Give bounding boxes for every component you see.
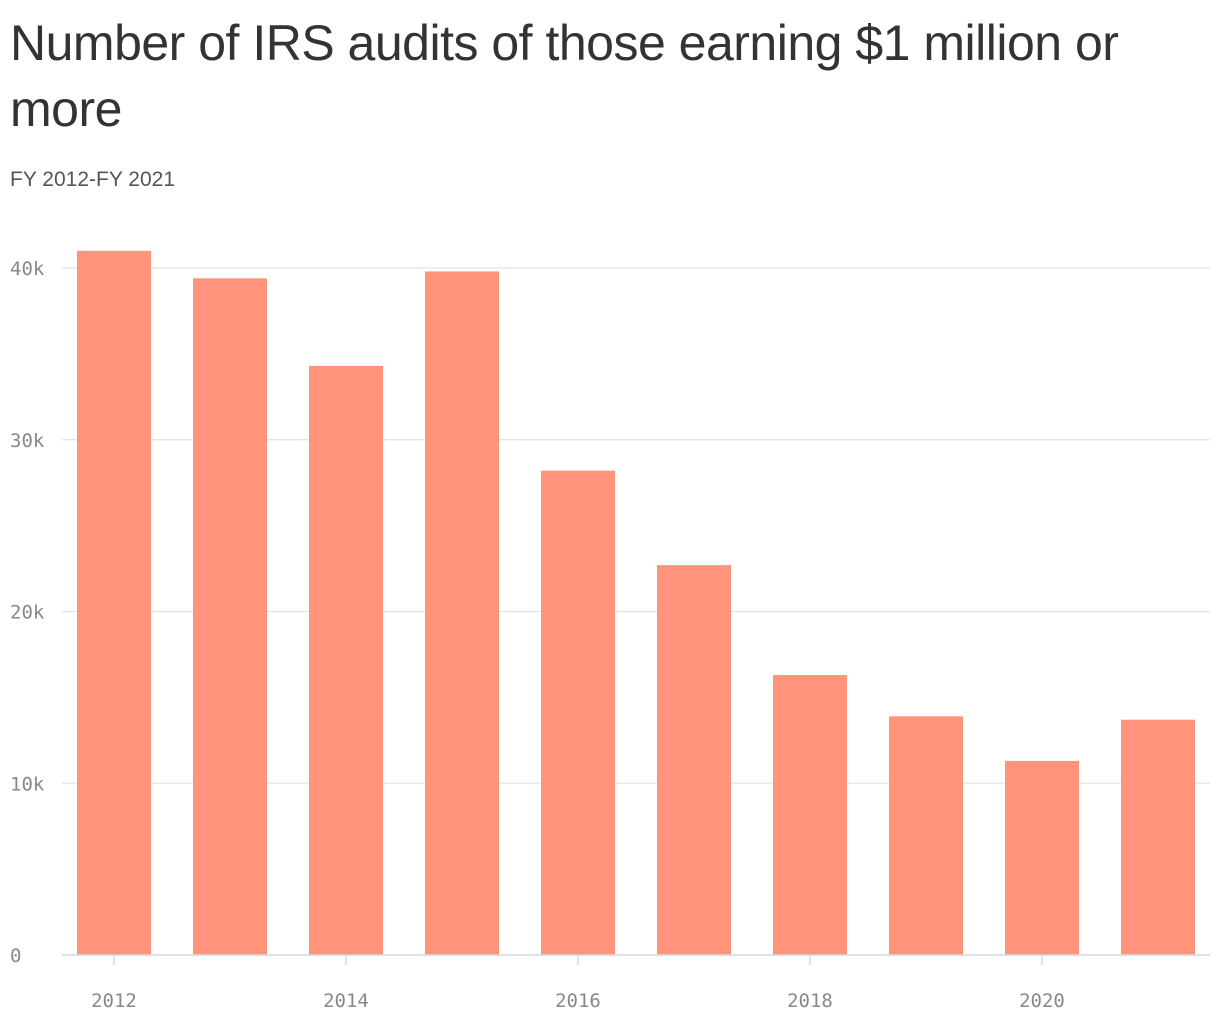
bar-2015 [425,271,499,955]
bar-2019 [889,716,963,955]
bar-2014 [309,365,383,956]
x-tick-label: 2020 [1019,990,1065,1012]
chart-title: Number of IRS audits of those earning $1… [10,15,1119,137]
x-tick-label: 2016 [555,990,601,1012]
x-tick-label: 2012 [91,990,137,1012]
x-tick-label: 2018 [787,990,833,1012]
chart-subtitle: FY 2012-FY 2021 [10,168,176,191]
y-tick-label: 20k [10,602,45,624]
bar-2018 [773,675,847,955]
bar-2013 [193,278,267,955]
bar-2012 [77,250,151,955]
y-tick-label: 30k [10,430,45,452]
x-tick-label: 2014 [323,990,369,1012]
axes: 0 10k 20k 30k 40k 2012 2014 2016 2018 2020 [10,258,1210,1012]
y-tick-label: 10k [10,773,45,795]
y-tick-label: 40k [10,258,45,280]
bar-2017 [657,565,731,955]
bar-2021 [1121,719,1195,955]
bars [77,250,1195,956]
bar-2020 [1005,760,1079,955]
bar-2016 [541,470,615,955]
y-tick-label: 0 [10,945,21,967]
